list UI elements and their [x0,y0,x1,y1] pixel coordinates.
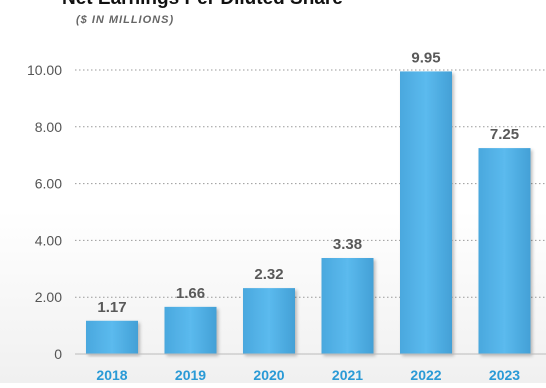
x-category-label: 2022 [410,367,441,383]
bar-2019 [164,306,217,354]
x-category-label: 2021 [332,367,363,383]
bar-2018 [86,320,138,354]
y-tick-label: 6.00 [35,176,62,192]
bar-value-labels: 1.17 1.66 2.32 3.38 9.95 7.25 [97,49,519,315]
bar-value-label: 3.38 [333,236,362,253]
bar-2023 [478,148,531,354]
bars [86,71,531,355]
bar-2021 [321,258,374,354]
y-tick-label: 0 [54,346,62,362]
bar-2020 [243,288,295,354]
gridlines [75,69,546,298]
x-category-label: 2023 [489,367,520,383]
chart-title: Net Earnings Per Diluted Share [62,0,343,9]
bar-value-label: 2.32 [254,266,283,283]
y-tick-label: 8.00 [35,119,62,135]
bar-value-label: 9.95 [411,49,440,66]
chart-subtitle: ($ IN MILLIONS) [76,14,174,26]
y-tick-label: 4.00 [35,232,62,248]
x-category-label: 2019 [175,367,206,383]
y-tick-label: 2.00 [35,289,62,305]
x-axis-category-labels: 2018 2019 2020 2021 2022 2023 [96,367,520,383]
bar-2022 [400,71,452,355]
y-tick-label: 10.00 [27,62,62,78]
bar-value-label: 1.17 [97,299,126,316]
y-axis-tick-labels: 0 2.00 4.00 6.00 8.00 10.00 [27,62,62,362]
x-category-label: 2018 [96,367,127,383]
bar-value-label: 7.25 [490,126,519,143]
bar-value-label: 1.66 [176,285,205,302]
x-category-label: 2020 [253,367,284,383]
